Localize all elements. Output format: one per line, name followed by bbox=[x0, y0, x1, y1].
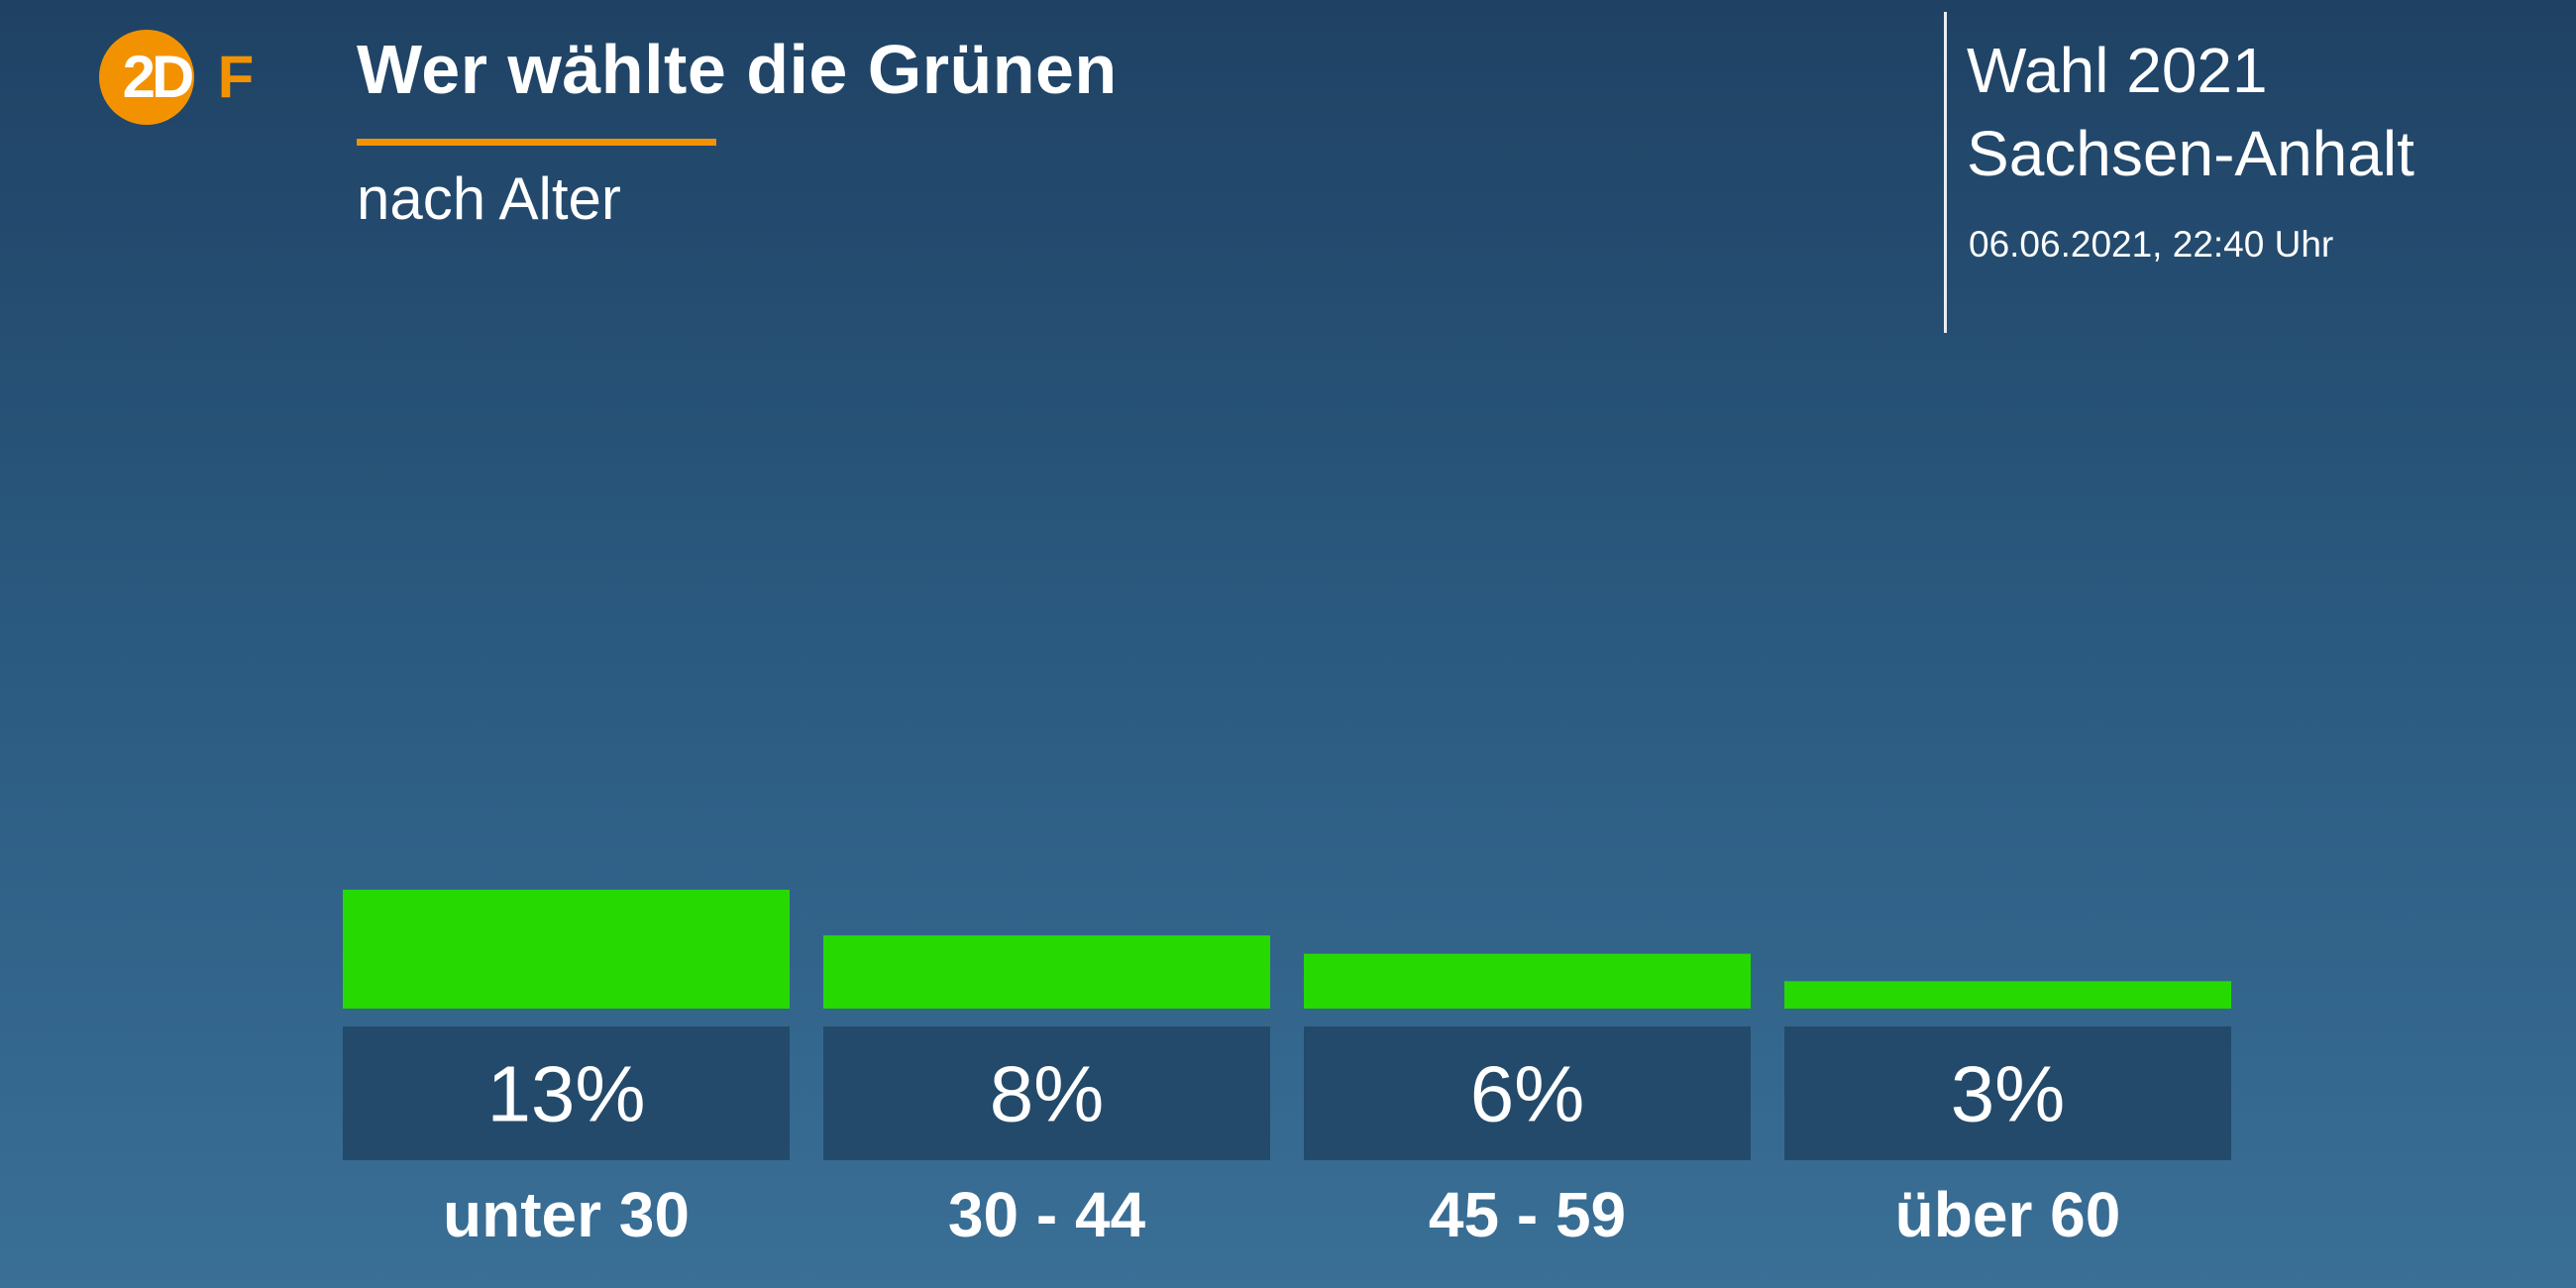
value-box bbox=[343, 1026, 790, 1160]
svg-text:2D: 2D bbox=[123, 44, 192, 110]
bar bbox=[823, 935, 1270, 1009]
chart-title: Wer wählte die Grünen bbox=[357, 31, 1118, 108]
value-label: 6% bbox=[1470, 1050, 1585, 1138]
bar bbox=[1304, 953, 1751, 1009]
value-box bbox=[1304, 1026, 1751, 1160]
election-region: Sachsen-Anhalt bbox=[1967, 118, 2415, 189]
chart-subtitle: nach Alter bbox=[357, 165, 621, 232]
category-label: 45 - 59 bbox=[1429, 1179, 1626, 1250]
category-label: 30 - 44 bbox=[948, 1179, 1146, 1250]
category-label: über 60 bbox=[1895, 1179, 2121, 1250]
value-label: 8% bbox=[990, 1050, 1105, 1138]
category-label: unter 30 bbox=[443, 1179, 690, 1250]
value-box bbox=[1784, 1026, 2231, 1160]
value-label: 3% bbox=[1951, 1050, 2066, 1138]
value-box bbox=[823, 1026, 1270, 1160]
bar bbox=[1784, 981, 2231, 1009]
value-label: 13% bbox=[486, 1050, 645, 1138]
header-divider bbox=[1944, 12, 1947, 333]
title-underline bbox=[357, 139, 716, 146]
bar bbox=[343, 890, 790, 1009]
svg-text:F: F bbox=[218, 44, 255, 110]
zdf-logo: 2D F bbox=[99, 30, 255, 125]
election-name: Wahl 2021 bbox=[1967, 35, 2268, 106]
timestamp: 06.06.2021, 22:40 Uhr bbox=[1969, 224, 2334, 265]
